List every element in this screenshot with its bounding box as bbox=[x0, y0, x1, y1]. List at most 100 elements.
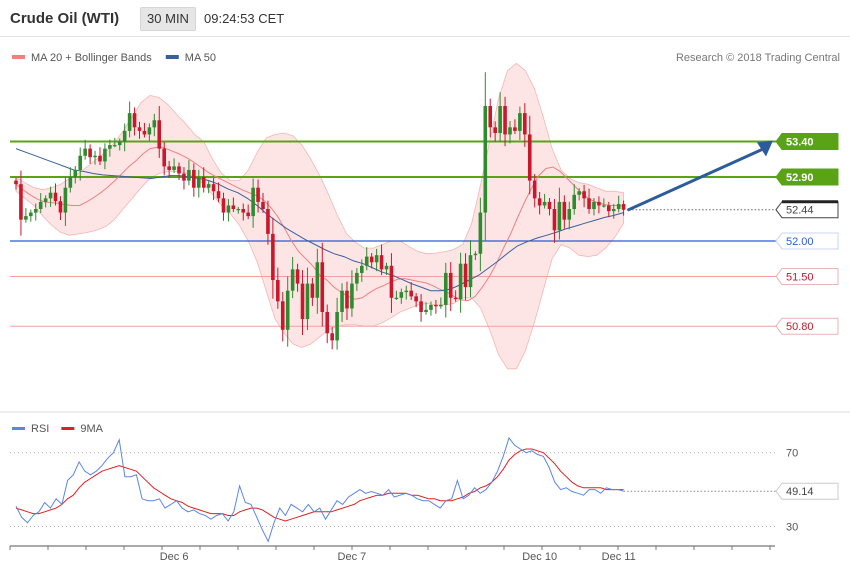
candle-73 bbox=[374, 248, 379, 272]
candle-body bbox=[211, 184, 216, 192]
candle-body bbox=[557, 201, 562, 231]
candle-body bbox=[503, 106, 507, 135]
candle-body bbox=[463, 263, 468, 288]
candle-77 bbox=[394, 290, 399, 300]
candle-body bbox=[523, 113, 527, 135]
candle-body bbox=[547, 201, 552, 210]
level-label-3: 51.50 bbox=[786, 271, 814, 283]
candle-body bbox=[453, 297, 458, 300]
timeframe-button[interactable]: 30 MIN bbox=[140, 7, 196, 31]
candle-27 bbox=[147, 123, 152, 141]
candle-72 bbox=[369, 253, 374, 269]
candle-40 bbox=[211, 177, 216, 201]
candle-body bbox=[493, 127, 497, 134]
candle-body bbox=[542, 201, 547, 206]
candle-body bbox=[597, 201, 601, 206]
candle-31 bbox=[167, 160, 171, 178]
candle-76 bbox=[389, 253, 394, 313]
candle-66 bbox=[340, 283, 344, 322]
candle-67 bbox=[345, 281, 349, 320]
candle-30 bbox=[162, 142, 166, 176]
candle-28 bbox=[152, 113, 157, 137]
candle-18 bbox=[103, 143, 107, 170]
candle-93 bbox=[473, 251, 478, 261]
rsi-legend-label-1: 9MA bbox=[80, 423, 103, 435]
candle-body bbox=[167, 166, 171, 170]
candle-71 bbox=[364, 247, 369, 271]
candle-14 bbox=[83, 139, 87, 160]
candle-106 bbox=[537, 191, 542, 215]
candle-89 bbox=[453, 290, 458, 302]
candle-body bbox=[93, 155, 97, 158]
level-label-2: 52.00 bbox=[786, 236, 814, 248]
candle-68 bbox=[350, 270, 354, 317]
candle-body bbox=[78, 155, 83, 170]
candle-65 bbox=[335, 297, 339, 350]
candle-body bbox=[537, 198, 542, 206]
candle-body bbox=[117, 141, 122, 146]
candle-42 bbox=[221, 192, 226, 221]
candle-body bbox=[508, 127, 512, 135]
candle-59 bbox=[305, 267, 310, 331]
candle-body bbox=[177, 166, 181, 174]
candle-51 bbox=[266, 200, 270, 245]
candle-19 bbox=[108, 139, 112, 157]
candle-95 bbox=[483, 72, 488, 242]
candle-5 bbox=[38, 193, 43, 213]
current-price-label: 52.44 bbox=[786, 205, 814, 217]
candle-16 bbox=[93, 150, 97, 165]
candle-74 bbox=[379, 244, 384, 276]
time-label-0: Dec 6 bbox=[160, 551, 189, 563]
time-label-2: Dec 10 bbox=[522, 551, 557, 563]
candle-52 bbox=[271, 217, 275, 299]
candle-body bbox=[290, 269, 295, 291]
candle-body bbox=[14, 180, 18, 185]
candle-body bbox=[24, 216, 28, 220]
candle-body bbox=[103, 148, 107, 162]
candle-45 bbox=[236, 206, 241, 214]
candle-body bbox=[394, 297, 399, 299]
candle-48 bbox=[251, 178, 255, 228]
candle-121 bbox=[611, 203, 616, 219]
candle-49 bbox=[256, 179, 260, 213]
candle-body bbox=[216, 191, 221, 199]
candle-69 bbox=[355, 268, 359, 291]
candle-10 bbox=[63, 176, 68, 226]
candle-118 bbox=[597, 196, 601, 214]
candle-body bbox=[206, 184, 211, 188]
candle-57 bbox=[295, 263, 300, 292]
candle-body bbox=[592, 201, 596, 210]
candle-body bbox=[577, 191, 581, 195]
candle-body bbox=[137, 127, 142, 131]
candle-body bbox=[261, 201, 265, 210]
rsi-current-label: 49.14 bbox=[786, 486, 814, 498]
candle-body bbox=[330, 333, 334, 341]
candle-60 bbox=[310, 277, 315, 306]
candle-body bbox=[33, 209, 38, 213]
candle-body bbox=[236, 209, 241, 211]
candle-body bbox=[379, 255, 384, 270]
timestamp: 09:24:53 CET bbox=[204, 11, 285, 26]
level-tag-0 bbox=[775, 133, 839, 151]
candle-body bbox=[404, 290, 409, 293]
candle-103 bbox=[523, 103, 527, 147]
candle-91 bbox=[463, 253, 468, 301]
candle-122 bbox=[616, 195, 621, 213]
price-panel: MA 20 + Bollinger Bands MA 50 Research © 2… bbox=[10, 52, 840, 370]
candle-body bbox=[142, 130, 147, 135]
candle-114 bbox=[577, 188, 581, 201]
candle-87 bbox=[443, 262, 448, 318]
candle-body bbox=[266, 209, 270, 234]
candle-54 bbox=[280, 292, 285, 342]
candle-body bbox=[399, 292, 404, 298]
candle-body bbox=[532, 180, 537, 199]
candle-80 bbox=[409, 282, 413, 300]
candle-50 bbox=[261, 193, 265, 213]
candle-body bbox=[53, 192, 58, 202]
candle-22 bbox=[122, 123, 127, 152]
candle-82 bbox=[419, 294, 423, 322]
candle-body bbox=[419, 301, 423, 312]
candle-20 bbox=[113, 137, 117, 148]
candle-7 bbox=[48, 186, 53, 207]
